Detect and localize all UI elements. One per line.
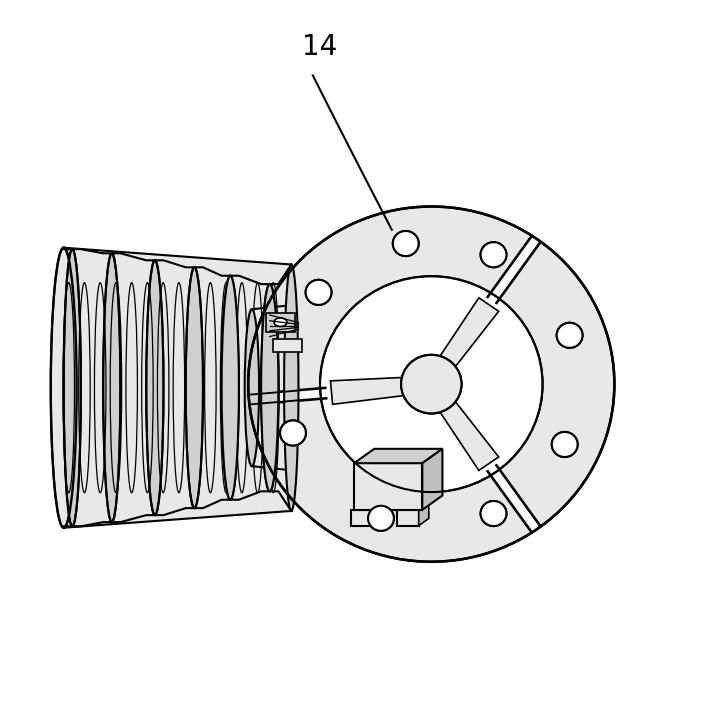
Polygon shape: [439, 401, 499, 470]
Ellipse shape: [480, 242, 506, 267]
Ellipse shape: [393, 231, 418, 256]
Ellipse shape: [368, 505, 394, 531]
Polygon shape: [487, 465, 541, 533]
Ellipse shape: [551, 432, 577, 457]
Ellipse shape: [557, 323, 582, 348]
Ellipse shape: [320, 276, 543, 492]
Ellipse shape: [557, 323, 582, 348]
Ellipse shape: [221, 276, 239, 500]
Polygon shape: [354, 449, 442, 463]
Polygon shape: [331, 378, 405, 404]
Ellipse shape: [64, 249, 81, 526]
Polygon shape: [273, 339, 302, 353]
Polygon shape: [422, 449, 442, 510]
Polygon shape: [249, 388, 326, 404]
Polygon shape: [418, 503, 429, 526]
Ellipse shape: [280, 421, 306, 445]
Ellipse shape: [51, 248, 77, 528]
Polygon shape: [64, 248, 291, 528]
Polygon shape: [372, 503, 382, 526]
Ellipse shape: [551, 432, 577, 457]
Ellipse shape: [280, 421, 306, 445]
Ellipse shape: [401, 355, 462, 414]
Ellipse shape: [401, 355, 462, 414]
Polygon shape: [252, 305, 291, 470]
Polygon shape: [354, 463, 422, 510]
Polygon shape: [439, 298, 499, 368]
Ellipse shape: [146, 261, 163, 515]
Ellipse shape: [261, 284, 278, 491]
Ellipse shape: [480, 501, 506, 526]
Ellipse shape: [306, 280, 331, 305]
Ellipse shape: [306, 280, 331, 305]
Polygon shape: [351, 510, 372, 526]
Ellipse shape: [186, 267, 203, 508]
Polygon shape: [397, 510, 418, 526]
Ellipse shape: [284, 264, 298, 511]
Ellipse shape: [244, 309, 259, 466]
Ellipse shape: [480, 242, 506, 267]
Ellipse shape: [393, 231, 418, 256]
Polygon shape: [266, 313, 295, 332]
Ellipse shape: [480, 501, 506, 526]
Ellipse shape: [274, 318, 287, 327]
Ellipse shape: [368, 505, 394, 531]
Text: 14: 14: [303, 33, 338, 60]
Ellipse shape: [103, 253, 120, 522]
Polygon shape: [487, 236, 541, 303]
Ellipse shape: [248, 207, 615, 561]
Ellipse shape: [401, 355, 462, 414]
